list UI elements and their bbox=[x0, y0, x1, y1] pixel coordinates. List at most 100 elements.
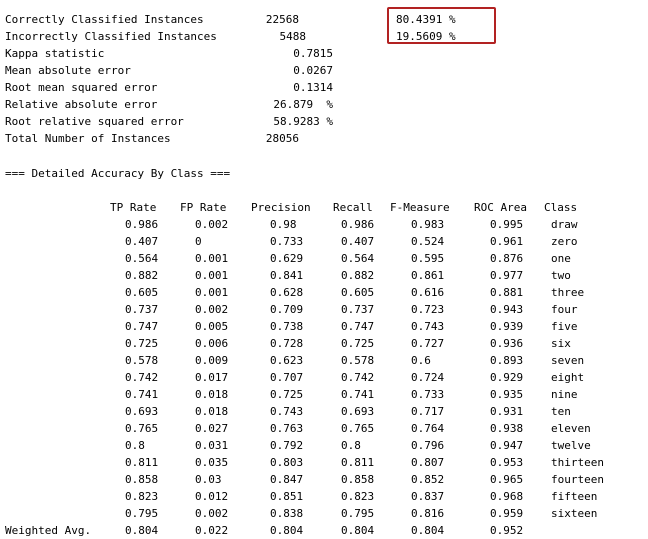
table-cell: 0.947 bbox=[490, 439, 524, 452]
table-cell: 0.876 bbox=[490, 252, 524, 265]
table-cell: 0.807 bbox=[411, 456, 445, 469]
table-cell: 0.847 bbox=[270, 473, 304, 486]
table-cell: 0.983 bbox=[411, 218, 445, 231]
table-cell: 0.725 bbox=[341, 337, 375, 350]
column-header: TP Rate bbox=[110, 201, 157, 214]
table-cell: 0.031 bbox=[195, 439, 229, 452]
table-cell: 0.943 bbox=[490, 303, 524, 316]
table-cell: 0.747 bbox=[125, 320, 159, 333]
weighted-avg-cell: 0.952 bbox=[490, 524, 524, 537]
table-cell: 0.763 bbox=[270, 422, 304, 435]
table-cell: 0.929 bbox=[490, 371, 524, 384]
table-cell: 0.795 bbox=[341, 507, 375, 520]
class-name: eleven bbox=[551, 422, 591, 435]
table-cell: 0.005 bbox=[195, 320, 229, 333]
class-name: zero bbox=[551, 235, 578, 248]
table-cell: 0.795 bbox=[125, 507, 159, 520]
summary-label: Total Number of Instances bbox=[5, 132, 171, 145]
table-cell: 0.953 bbox=[490, 456, 524, 469]
table-cell: 0.737 bbox=[125, 303, 159, 316]
summary-label: Kappa statistic bbox=[5, 47, 105, 60]
table-cell: 0.03 bbox=[195, 473, 222, 486]
class-name: eight bbox=[551, 371, 585, 384]
table-cell: 0.717 bbox=[411, 405, 445, 418]
table-cell: 0.986 bbox=[125, 218, 159, 231]
table-cell: 0.765 bbox=[125, 422, 159, 435]
table-cell: 0 bbox=[195, 235, 202, 248]
table-cell: 0.764 bbox=[411, 422, 445, 435]
table-cell: 0.939 bbox=[490, 320, 524, 333]
table-cell: 0.968 bbox=[490, 490, 524, 503]
table-cell: 0.8 bbox=[341, 439, 361, 452]
table-cell: 0.936 bbox=[490, 337, 524, 350]
table-cell: 0.852 bbox=[411, 473, 445, 486]
table-cell: 0.578 bbox=[341, 354, 375, 367]
summary-percent: 19.5609 % bbox=[396, 30, 456, 43]
table-cell: 0.724 bbox=[411, 371, 445, 384]
column-header: Recall bbox=[333, 201, 373, 214]
table-cell: 0.811 bbox=[341, 456, 375, 469]
summary-value: 5488 bbox=[279, 30, 307, 43]
column-header: Precision bbox=[251, 201, 311, 214]
table-cell: 0.935 bbox=[490, 388, 524, 401]
class-name: two bbox=[551, 269, 571, 282]
table-cell: 0.861 bbox=[411, 269, 445, 282]
table-cell: 0.837 bbox=[411, 490, 445, 503]
table-cell: 0.838 bbox=[270, 507, 304, 520]
table-cell: 0.012 bbox=[195, 490, 229, 503]
table-cell: 0.803 bbox=[270, 456, 304, 469]
table-cell: 0.738 bbox=[270, 320, 304, 333]
table-cell: 0.882 bbox=[125, 269, 159, 282]
table-cell: 0.796 bbox=[411, 439, 445, 452]
weighted-avg-label: Weighted Avg. bbox=[5, 524, 92, 537]
column-header: FP Rate bbox=[180, 201, 227, 214]
table-cell: 0.961 bbox=[490, 235, 524, 248]
class-name: draw bbox=[551, 218, 578, 231]
table-cell: 0.882 bbox=[341, 269, 375, 282]
table-cell: 0.564 bbox=[125, 252, 159, 265]
table-cell: 0.8 bbox=[125, 439, 145, 452]
table-cell: 0.743 bbox=[411, 320, 445, 333]
table-cell: 0.407 bbox=[341, 235, 375, 248]
table-cell: 0.765 bbox=[341, 422, 375, 435]
table-cell: 0.623 bbox=[270, 354, 304, 367]
table-cell: 0.725 bbox=[270, 388, 304, 401]
table-cell: 0.858 bbox=[341, 473, 375, 486]
table-cell: 0.035 bbox=[195, 456, 229, 469]
summary-label: Mean absolute error bbox=[5, 64, 131, 77]
weighted-avg-cell: 0.022 bbox=[195, 524, 229, 537]
table-cell: 0.823 bbox=[125, 490, 159, 503]
class-name: thirteen bbox=[551, 456, 604, 469]
class-name: one bbox=[551, 252, 571, 265]
table-cell: 0.742 bbox=[341, 371, 375, 384]
table-cell: 0.578 bbox=[125, 354, 159, 367]
table-cell: 0.98 bbox=[270, 218, 297, 231]
summary-value: 0.0267 bbox=[293, 64, 333, 77]
table-cell: 0.6 bbox=[411, 354, 431, 367]
table-cell: 0.811 bbox=[125, 456, 159, 469]
summary-label: Incorrectly Classified Instances bbox=[5, 30, 217, 43]
table-cell: 0.001 bbox=[195, 269, 229, 282]
table-cell: 0.977 bbox=[490, 269, 524, 282]
class-name: five bbox=[551, 320, 578, 333]
summary-label: Correctly Classified Instances bbox=[5, 13, 204, 26]
column-header: F-Measure bbox=[390, 201, 450, 214]
class-name: twelve bbox=[551, 439, 591, 452]
table-cell: 0.027 bbox=[195, 422, 229, 435]
section-title: === Detailed Accuracy By Class === bbox=[5, 167, 231, 180]
table-cell: 0.893 bbox=[490, 354, 524, 367]
table-cell: 0.407 bbox=[125, 235, 159, 248]
table-cell: 0.938 bbox=[490, 422, 524, 435]
table-cell: 0.727 bbox=[411, 337, 445, 350]
class-name: fifteen bbox=[551, 490, 598, 503]
table-cell: 0.823 bbox=[341, 490, 375, 503]
table-cell: 0.605 bbox=[125, 286, 159, 299]
summary-value: 0.7815 bbox=[293, 47, 333, 60]
table-cell: 0.709 bbox=[270, 303, 304, 316]
table-cell: 0.001 bbox=[195, 286, 229, 299]
class-name: seven bbox=[551, 354, 585, 367]
table-cell: 0.629 bbox=[270, 252, 304, 265]
table-cell: 0.742 bbox=[125, 371, 159, 384]
table-cell: 0.733 bbox=[411, 388, 445, 401]
summary-value: 58.9283 % bbox=[273, 115, 333, 128]
